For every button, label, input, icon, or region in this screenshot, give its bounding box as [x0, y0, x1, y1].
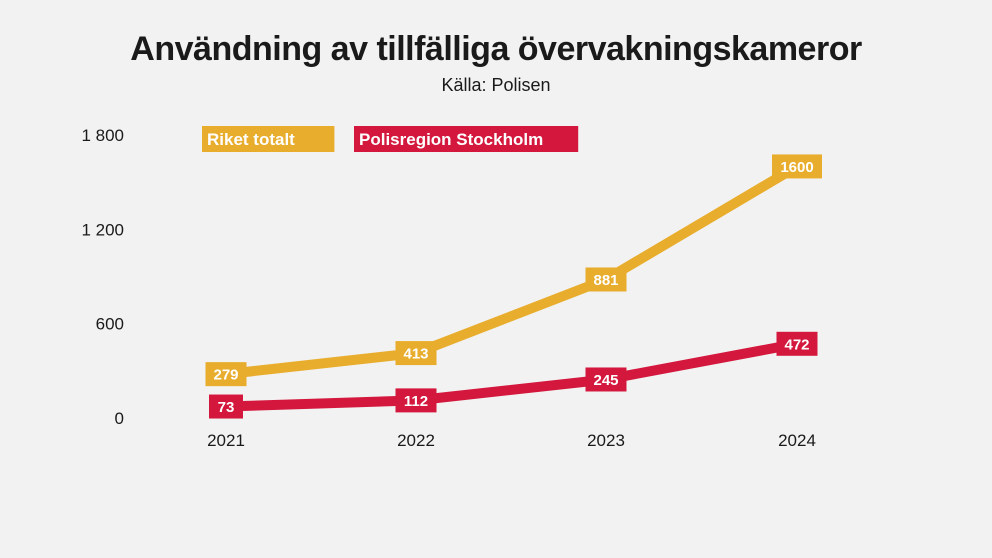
- data-label: 279: [213, 367, 238, 384]
- data-label: 112: [404, 393, 428, 410]
- x-tick-label: 2021: [207, 431, 245, 450]
- data-label-box: [585, 367, 627, 392]
- chart-title: Användning av tillfälliga övervakningska…: [130, 30, 862, 68]
- x-tick-label: 2022: [397, 431, 435, 450]
- chart-subtitle: Källa: Polisen: [441, 75, 551, 95]
- legend-entry: Polisregion Stockholm: [359, 130, 543, 149]
- data-label-box: [395, 388, 437, 413]
- y-tick-label: 1 200: [81, 220, 124, 239]
- legend-swatch: [354, 126, 579, 152]
- data-label-box: [772, 154, 822, 179]
- data-label: 881: [593, 272, 618, 289]
- x-tick-label: 2024: [778, 431, 816, 450]
- x-tick-label: 2023: [587, 431, 625, 450]
- legend-entry: Riket totalt: [207, 130, 295, 149]
- data-label: 413: [403, 346, 428, 363]
- y-tick-label: 1 800: [81, 126, 124, 145]
- data-label-box: [776, 331, 818, 356]
- legend-swatch: [202, 126, 335, 152]
- data-label: 73: [218, 399, 235, 416]
- data-label: 1600: [780, 159, 813, 176]
- data-label: 245: [593, 372, 618, 389]
- data-label-box: [395, 341, 437, 366]
- series-line-1: [225, 338, 798, 412]
- data-label-box: [205, 362, 247, 387]
- data-label-box: [585, 267, 627, 292]
- y-tick-label: 0: [115, 409, 124, 428]
- data-label: 472: [784, 336, 809, 353]
- data-label-box: [209, 394, 243, 419]
- y-tick-label: 600: [96, 315, 124, 334]
- series-line-0: [225, 162, 800, 380]
